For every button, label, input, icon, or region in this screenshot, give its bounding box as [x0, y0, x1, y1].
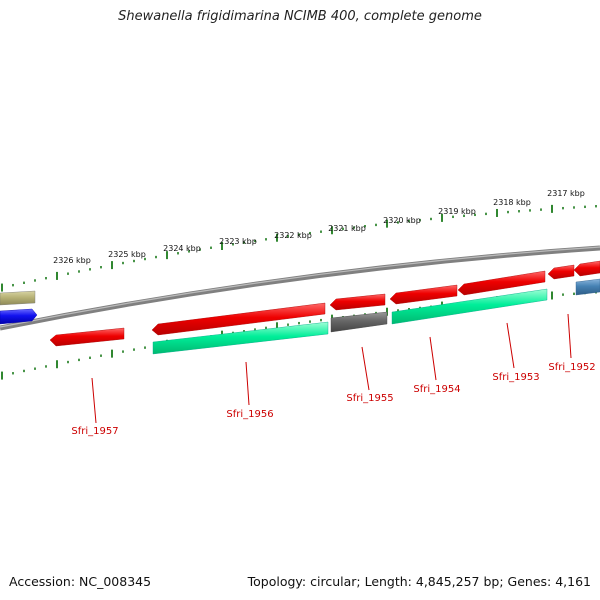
scale-label-2317: 2317 kbp — [547, 189, 585, 198]
gene-label-sfri-1957[interactable]: Sfri_1957 — [71, 426, 118, 437]
gene-label-sfri-1955[interactable]: Sfri_1955 — [346, 393, 393, 404]
scale-label-2322: 2322 kbp — [274, 231, 312, 240]
gene-feature[interactable] — [573, 260, 600, 277]
reverse-genes — [0, 278, 600, 355]
outer-scale — [1, 204, 597, 292]
genome-backbone — [0, 245, 600, 331]
gene-label-sfri-1956[interactable]: Sfri_1956 — [226, 409, 273, 420]
gene-label-sfri-1952[interactable]: Sfri_1952 — [548, 362, 595, 373]
scale-label-2324: 2324 kbp — [163, 244, 201, 253]
scale-label-2321: 2321 kbp — [328, 224, 366, 233]
gene-label-sfri-1954[interactable]: Sfri_1954 — [413, 384, 460, 395]
gene-feature[interactable] — [389, 284, 458, 305]
gene-label-leaders — [91, 313, 572, 424]
scale-label-2318: 2318 kbp — [493, 198, 531, 207]
gene-feature[interactable] — [152, 321, 329, 355]
gene-feature[interactable] — [329, 293, 386, 311]
gene-feature[interactable] — [575, 278, 600, 296]
forward-genes — [0, 260, 600, 336]
genome-title: Shewanella frigidimarina NCIMB 400, comp… — [118, 9, 482, 24]
scale-label-2325: 2325 kbp — [108, 250, 146, 259]
gene-feature[interactable] — [391, 288, 548, 325]
gene-feature[interactable] — [457, 270, 546, 296]
gene-label-sfri-1953[interactable]: Sfri_1953 — [492, 372, 539, 383]
gene-feature[interactable] — [547, 264, 575, 280]
gene-feature[interactable] — [151, 302, 326, 336]
gene-feature[interactable] — [0, 290, 36, 306]
gene-feature[interactable] — [0, 308, 38, 325]
gene-feature[interactable] — [49, 327, 125, 347]
accession-text: Accession: NC_008345 — [9, 574, 152, 589]
scale-label-2323: 2323 kbp — [219, 237, 257, 246]
scale-label-2319: 2319 kbp — [438, 207, 476, 216]
gene-feature[interactable] — [330, 311, 388, 333]
scale-label-2320: 2320 kbp — [383, 216, 421, 225]
genome-summary-text: Topology: circular; Length: 4,845,257 bp… — [247, 574, 591, 589]
scale-label-2326: 2326 kbp — [53, 256, 91, 265]
